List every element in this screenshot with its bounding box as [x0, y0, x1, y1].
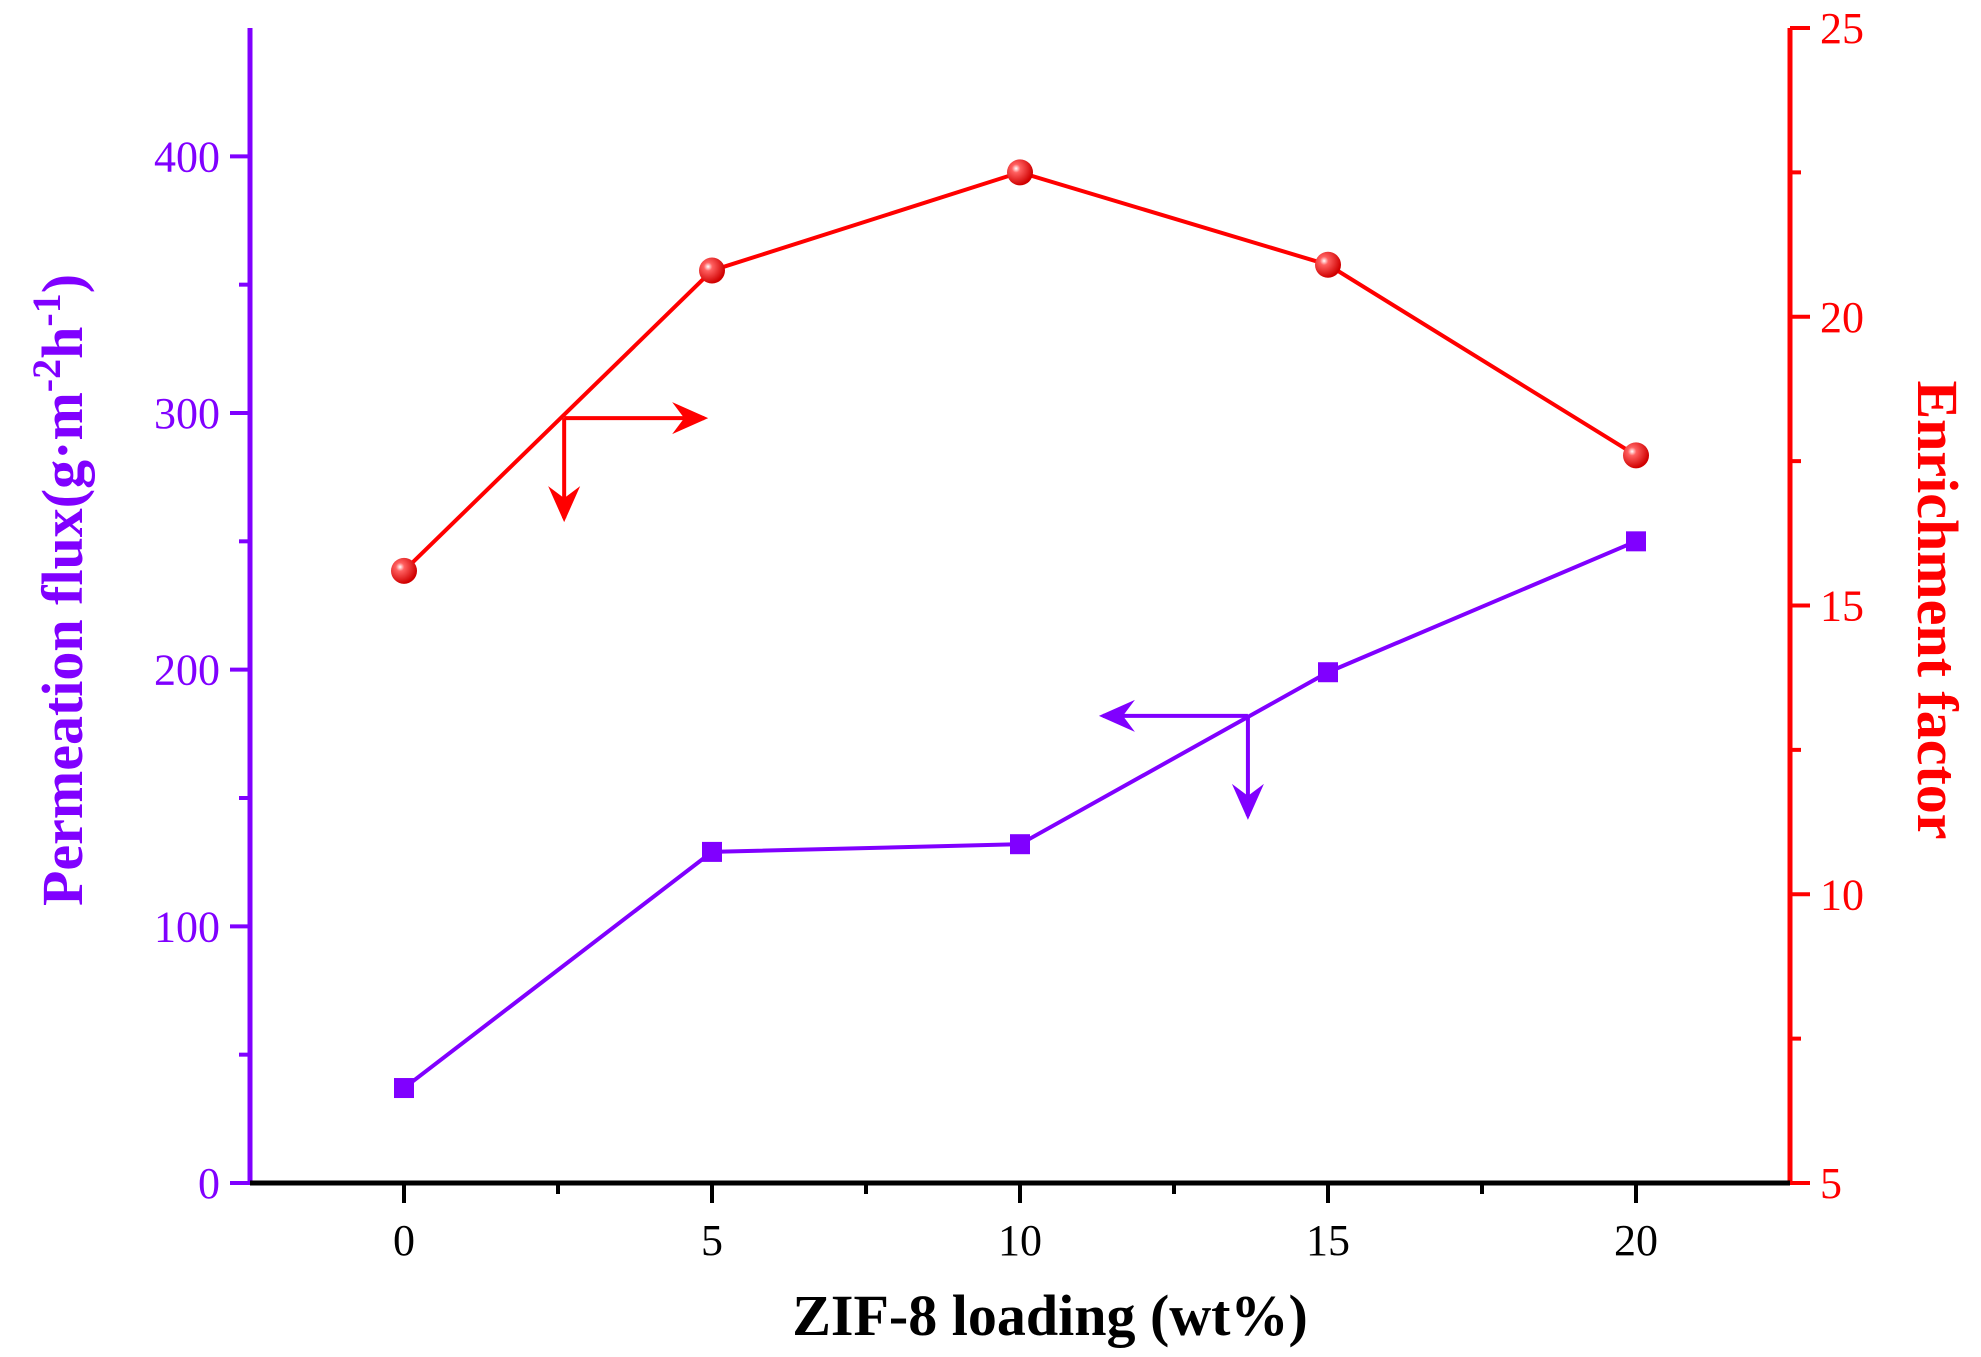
enrichment-factor-point [1623, 442, 1649, 469]
x-axis-label: ZIF-8 loading (wt%) [792, 1283, 1308, 1348]
permeation-flux-point [1318, 662, 1338, 683]
axes-frame [247, 28, 1793, 1186]
x-axis-ticks: 0 5 10 15 20 [393, 1183, 1658, 1265]
permeation-flux-point [1010, 834, 1030, 855]
enrichment-factor-point [699, 257, 725, 284]
left-tick-label: 100 [154, 902, 220, 951]
left-tick-label: 300 [154, 389, 220, 438]
enrichment-factor-point [391, 557, 417, 584]
left-axis-label-sup2: -1 [24, 293, 69, 326]
left-axis-label-end: ) [30, 274, 95, 293]
right-tick-label: 25 [1820, 4, 1864, 53]
left-axis-label-main: Permeation flux(g·m [30, 392, 95, 906]
right-tick-label: 10 [1820, 870, 1864, 919]
x-tick-label: 15 [1306, 1216, 1350, 1265]
enrichment-factor-point [1007, 159, 1033, 186]
permeation-flux-point [394, 1078, 414, 1099]
left-tick-label: 200 [154, 646, 220, 695]
right-tick-label: 15 [1820, 582, 1864, 631]
right-axis-ticks: 5 10 15 20 25 [1790, 4, 1864, 1208]
data-series [391, 159, 1649, 1099]
left-tick-label: 0 [198, 1159, 220, 1208]
right-tick-label: 20 [1820, 293, 1864, 342]
x-tick-label: 20 [1614, 1216, 1658, 1265]
axis-pointer-annotations [548, 402, 1264, 820]
left-axis-label-mid: h [30, 327, 95, 359]
x-tick-label: 0 [393, 1216, 415, 1265]
right-tick-label: 5 [1820, 1159, 1842, 1208]
x-tick-label: 5 [701, 1216, 723, 1265]
enrichment-factor-point [1315, 251, 1341, 278]
left-tick-label: 400 [154, 132, 220, 181]
x-tick-label: 10 [998, 1216, 1042, 1265]
enrichment-factor-line [402, 170, 1638, 573]
permeation-flux-point [702, 841, 722, 862]
left-axis-label-sup1: -2 [24, 359, 69, 392]
permeation-flux-point [1626, 531, 1646, 552]
left-axis-label: Permeation flux(g·m-2h-1) [24, 274, 96, 906]
permeation-flux-line [402, 539, 1637, 1090]
left-axis-ticks: 0 100 200 300 400 [154, 132, 250, 1208]
right-axis-label: Enrichment factor [1905, 380, 1970, 839]
